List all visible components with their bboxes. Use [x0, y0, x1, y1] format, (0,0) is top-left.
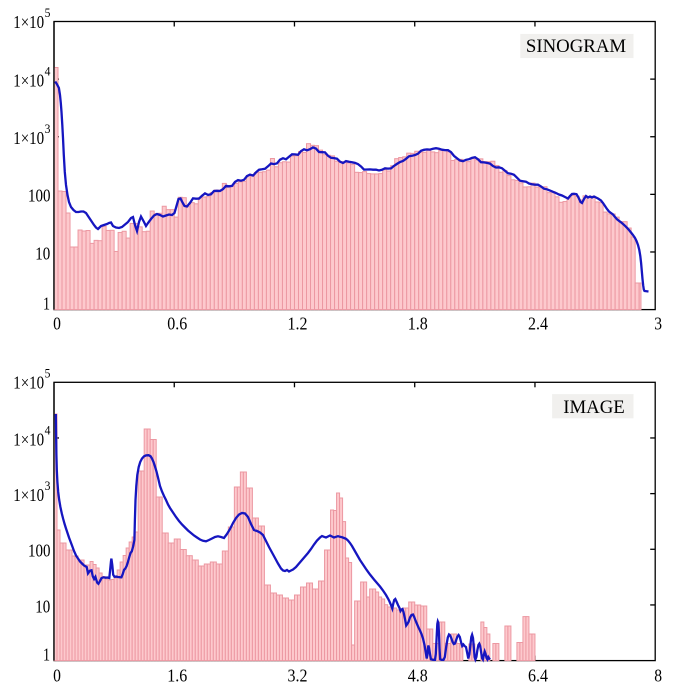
svg-text:5: 5: [45, 6, 51, 20]
svg-text:1×10: 1×10: [13, 485, 44, 505]
svg-text:10: 10: [35, 243, 50, 263]
svg-text:IMAGE: IMAGE: [563, 397, 625, 418]
svg-text:2.4: 2.4: [528, 313, 548, 333]
svg-text:0.6: 0.6: [167, 313, 187, 333]
svg-text:3: 3: [654, 313, 662, 333]
svg-text:100: 100: [28, 541, 51, 561]
svg-text:100: 100: [28, 186, 51, 206]
svg-text:4.8: 4.8: [408, 665, 428, 685]
svg-text:10: 10: [35, 596, 50, 616]
svg-text:1×10: 1×10: [13, 373, 44, 393]
svg-text:1.8: 1.8: [408, 313, 428, 333]
svg-text:1×10: 1×10: [13, 71, 44, 91]
svg-text:1×10: 1×10: [13, 128, 44, 148]
svg-text:1: 1: [43, 294, 50, 314]
svg-text:0: 0: [53, 665, 61, 685]
svg-text:1×10: 1×10: [13, 12, 44, 32]
svg-text:3: 3: [45, 122, 51, 136]
svg-text:1.2: 1.2: [288, 313, 308, 333]
svg-text:0: 0: [53, 313, 61, 333]
svg-text:5: 5: [45, 367, 51, 381]
svg-text:6.4: 6.4: [528, 665, 548, 685]
svg-text:4: 4: [45, 65, 51, 79]
svg-text:3.2: 3.2: [288, 665, 308, 685]
svg-text:1: 1: [43, 645, 50, 665]
svg-text:1×10: 1×10: [13, 429, 44, 449]
svg-text:3: 3: [45, 479, 51, 493]
svg-text:8: 8: [654, 665, 662, 685]
svg-text:SINOGRAM: SINOGRAM: [526, 36, 626, 57]
svg-text:4: 4: [45, 423, 51, 437]
svg-text:1.6: 1.6: [167, 665, 187, 685]
